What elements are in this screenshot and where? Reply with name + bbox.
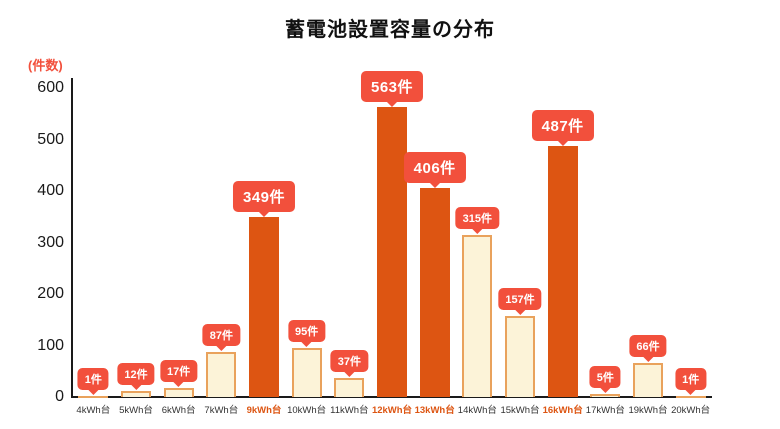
x-axis-label: 7kWh台 xyxy=(204,405,239,416)
y-tick-label: 200 xyxy=(37,285,64,302)
x-axis-label: 10kWh台 xyxy=(287,405,327,416)
badge-pointer xyxy=(88,389,99,395)
badge-pointer xyxy=(131,384,141,390)
data-label-badge: 487件 xyxy=(531,110,594,147)
x-axis-line xyxy=(71,396,712,398)
x-axis-label: 16kWh台 xyxy=(542,405,583,416)
x-axis-label: 11kWh台 xyxy=(330,405,369,416)
x-axis-label: 4kWh台 xyxy=(76,405,111,416)
y-axis-line xyxy=(71,78,73,398)
bar xyxy=(462,234,493,397)
y-tick-label: 500 xyxy=(37,130,64,148)
bar xyxy=(291,348,322,397)
chart-title: 蓄電池設置容量の分布 xyxy=(285,19,495,41)
bar xyxy=(633,363,663,397)
bar xyxy=(78,395,109,398)
bar xyxy=(334,377,365,397)
y-axis-unit-label: (件数) xyxy=(28,58,63,73)
y-tick-label: 100 xyxy=(37,336,64,354)
x-axis-label: 14kWh台 xyxy=(457,405,497,416)
bar xyxy=(590,394,621,397)
badge-pointer xyxy=(216,346,227,352)
x-axis-label: 17kWh台 xyxy=(585,405,625,416)
badge-pointer xyxy=(173,382,184,388)
bar xyxy=(377,107,407,397)
badge-pointer xyxy=(600,388,611,394)
data-label-badge: 95件 xyxy=(288,320,326,348)
data-label-badge: 66件 xyxy=(629,335,667,362)
badge-pointer xyxy=(344,371,355,377)
x-axis-label: 20kWh台 xyxy=(671,405,711,416)
data-label-badge: 5件 xyxy=(589,366,621,394)
data-label-badge: 406件 xyxy=(403,151,466,188)
x-axis-label: 5kWh台 xyxy=(119,405,153,416)
badge-pointer xyxy=(301,342,312,348)
badge-pointer xyxy=(557,141,568,147)
data-label-badge: 349件 xyxy=(232,181,296,218)
bar xyxy=(249,217,279,397)
badge-pointer xyxy=(429,182,440,188)
bar xyxy=(547,146,578,397)
x-axis-label: 19kWh台 xyxy=(628,405,668,416)
x-axis-label: 15kWh台 xyxy=(500,405,540,416)
y-tick-label: 300 xyxy=(37,233,64,251)
badge-pointer xyxy=(259,212,269,218)
data-label-badge: 12件 xyxy=(117,362,155,390)
data-label-badge: 87件 xyxy=(202,324,240,352)
x-axis-label: 9kWh台 xyxy=(246,405,282,416)
data-label-badge: 315件 xyxy=(455,206,500,234)
badge-pointer xyxy=(514,310,525,316)
data-label-badge: 1件 xyxy=(675,367,707,395)
bar xyxy=(163,388,194,397)
y-tick-label: 600 xyxy=(37,79,64,96)
data-label-badge: 17件 xyxy=(160,360,198,388)
data-label-badge: 37件 xyxy=(330,349,368,377)
data-label-badge: 157件 xyxy=(498,288,542,316)
badge-pointer xyxy=(643,357,653,362)
bar xyxy=(121,390,151,397)
y-tick-label: 0 xyxy=(55,388,64,405)
x-axis-label: 6kWh台 xyxy=(161,405,196,416)
bar xyxy=(675,395,706,398)
x-axis-label: 13kWh台 xyxy=(414,405,455,416)
bar xyxy=(419,187,450,397)
y-tick-label: 400 xyxy=(37,182,64,199)
badge-pointer xyxy=(472,228,483,234)
badge-pointer xyxy=(685,389,696,395)
bar xyxy=(206,352,237,397)
data-label-badge: 563件 xyxy=(360,71,424,108)
data-label-badge: 1件 xyxy=(77,367,109,395)
x-axis-label: 12kWh台 xyxy=(371,405,413,416)
badge-pointer xyxy=(387,102,397,108)
bar xyxy=(505,316,535,397)
